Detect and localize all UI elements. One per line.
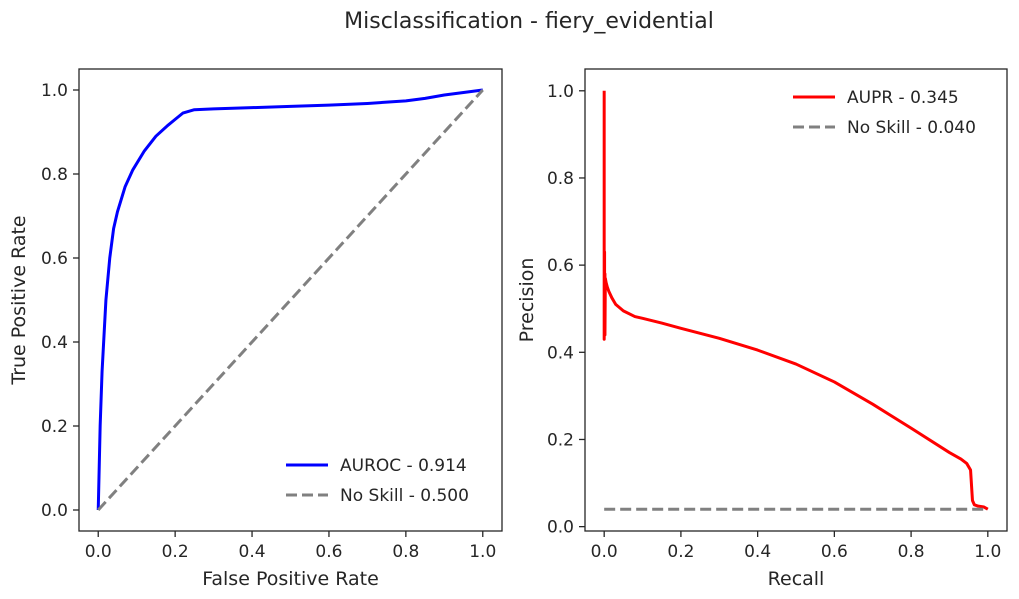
pr-y-tick-label: 0.0 xyxy=(547,518,574,538)
roc-x-tick-label: 0.0 xyxy=(85,542,112,562)
roc-series-main-line xyxy=(96,88,483,511)
roc-x-axis-label: False Positive Rate xyxy=(202,568,379,590)
pr-x-tick-label: 0.8 xyxy=(898,542,925,562)
pr-y-tick-label: 1.0 xyxy=(547,82,574,102)
pr-x-axis-label: Recall xyxy=(768,568,825,590)
roc-axes-frame xyxy=(78,68,503,532)
roc-y-tick-label: 0.8 xyxy=(41,165,68,185)
roc-y-tick-label: 0.2 xyxy=(41,417,68,437)
pr-legend: AUPR - 0.345 No Skill - 0.040 xyxy=(793,88,976,138)
pr-series-main-line xyxy=(602,90,989,511)
roc-y-tick-label: 0.4 xyxy=(41,333,68,353)
roc-legend: AUROC - 0.914 No Skill - 0.500 xyxy=(286,456,469,506)
roc-chart: 0.0 0.2 0.4 0.6 0.8 1.0 0.0 0.2 0.4 0.6 0.8 1.0 Fals… xyxy=(8,68,503,590)
pr-x-tick-label: 0.4 xyxy=(744,542,771,562)
roc-legend-label: No Skill - 0.500 xyxy=(340,486,469,506)
pr-chart: 0.0 0.2 0.4 0.6 0.8 1.0 0.0 0.2 0.4 0.6 0.8 1.0 Reca… xyxy=(516,68,1008,590)
pr-y-tick-label: 0.4 xyxy=(547,343,574,363)
pr-axes-frame xyxy=(584,68,1008,532)
roc-y-axis-label: True Positive Rate xyxy=(8,215,30,385)
pr-y-tick-label: 0.2 xyxy=(547,430,574,450)
roc-x-tick-label: 0.4 xyxy=(239,542,266,562)
roc-x-tick-label: 0.8 xyxy=(392,542,419,562)
roc-x-tick-label: 0.2 xyxy=(162,542,189,562)
pr-y-tick-label: 0.8 xyxy=(547,169,574,189)
roc-series-no-skill-line xyxy=(97,88,484,512)
pr-x-tick-label: 0.0 xyxy=(591,542,618,562)
roc-y-tick-label: 0.0 xyxy=(41,501,68,521)
pr-x-tick-label: 1.0 xyxy=(974,542,1001,562)
roc-x-tick-label: 0.6 xyxy=(315,542,342,562)
roc-x-tick-label: 1.0 xyxy=(469,542,496,562)
figure-title: Misclassification - fiery_evidential xyxy=(344,9,714,34)
roc-y-tick-label: 0.6 xyxy=(41,249,68,269)
pr-legend-label: AUPR - 0.345 xyxy=(847,88,959,108)
pr-x-tick-label: 0.6 xyxy=(821,542,848,562)
pr-legend-label: No Skill - 0.040 xyxy=(847,118,976,138)
pr-x-tick-label: 0.2 xyxy=(667,542,694,562)
roc-legend-label: AUROC - 0.914 xyxy=(340,456,467,476)
pr-y-tick-label: 0.6 xyxy=(547,256,574,276)
roc-y-tick-label: 1.0 xyxy=(41,81,68,101)
pr-y-axis-label: Precision xyxy=(516,258,538,343)
